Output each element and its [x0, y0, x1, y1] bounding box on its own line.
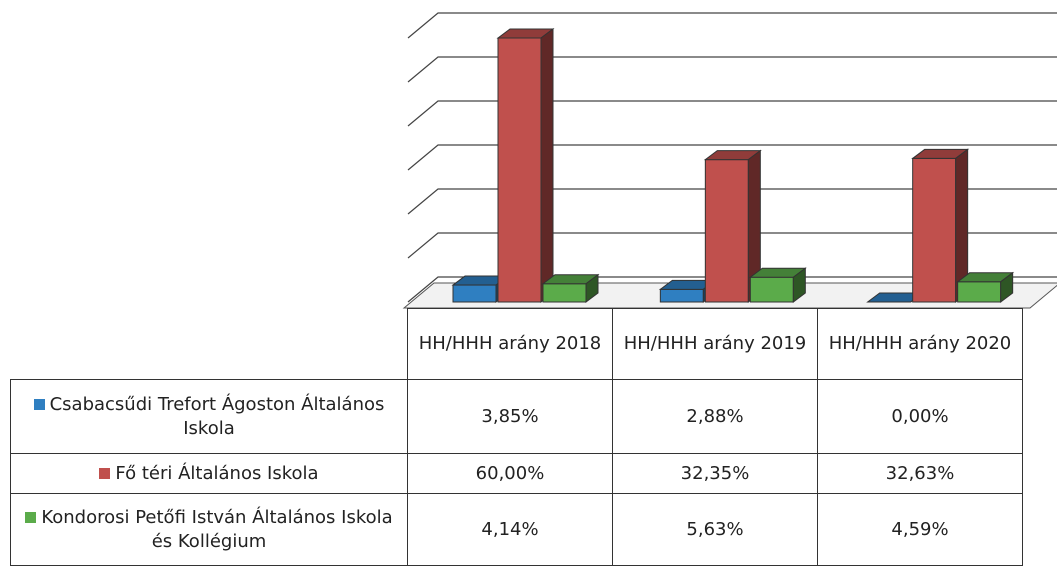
grid-line: [407, 276, 1057, 303]
value-label: 3,85%: [407, 379, 613, 454]
corner: [11, 309, 408, 380]
bar-front: [452, 284, 497, 303]
grid-line: [407, 188, 1057, 215]
value-label: 0,00%: [817, 379, 1023, 454]
value-label: 5,63%: [612, 493, 818, 566]
bar-front: [912, 157, 957, 303]
bar: [541, 273, 600, 303]
bar: [748, 267, 807, 303]
value-label: 4,59%: [817, 493, 1023, 566]
series-row: Fő téri Általános Iskola 60,00% 32,35% 32,6…: [10, 453, 1023, 494]
legend-key: [33, 399, 45, 411]
value-label: 32,35%: [612, 453, 818, 494]
bar: [911, 148, 970, 303]
grid-line: [407, 232, 1057, 259]
legend-key: [25, 512, 37, 524]
series-cell: Kondorosi Petőfi István Általános Iskola…: [10, 493, 408, 566]
chart: [402, 12, 1057, 309]
series-name: Kondorosi Petőfi István Általános Iskola…: [41, 507, 393, 552]
series-name: Csabacsűdi Trefort Ágoston Általános Isk…: [49, 394, 385, 439]
series-cell: Fő téri Általános Iskola: [10, 453, 408, 494]
grid-line: [407, 56, 1057, 83]
value-label: 32,63%: [817, 453, 1023, 494]
data-table: HH/HHH arány 2018 HH/HHH arány 2019 HH/HHH…: [10, 308, 1023, 566]
bar-side: [540, 28, 554, 303]
value-label: 4,14%: [407, 493, 613, 566]
bar-front: [659, 288, 704, 303]
bar-side: [1000, 271, 1014, 303]
bar-front: [957, 281, 1002, 303]
bar: [956, 271, 1015, 303]
category-label: HH/HHH arány 2019: [612, 308, 818, 380]
series-row: Csabacsűdi Trefort Ágoston Általános Isk…: [10, 379, 1023, 454]
bar: [703, 149, 762, 303]
legend-key: [99, 467, 111, 479]
series-cell: Csabacsűdi Trefort Ágoston Általános Isk…: [10, 379, 408, 454]
grid-line: [407, 144, 1057, 171]
bar: [451, 275, 510, 303]
bar-side: [585, 273, 599, 303]
bar-front: [704, 159, 749, 303]
category-label: HH/HHH arány 2020: [817, 308, 1023, 380]
grid-line: [407, 100, 1057, 127]
bar-front: [749, 276, 794, 303]
series-row: Kondorosi Petőfi István Általános Iskola…: [10, 493, 1023, 566]
bar-front: [497, 37, 542, 303]
category-label: HH/HHH arány 2018: [407, 308, 613, 380]
grid-line: [407, 12, 1057, 39]
bar: [496, 28, 555, 303]
value-label: 2,88%: [612, 379, 818, 454]
bar-front: [542, 283, 587, 303]
series-name: Fő téri Általános Iskola: [115, 462, 319, 484]
bar-side: [792, 267, 806, 303]
value-label: 60,00%: [407, 453, 613, 494]
header-row: HH/HHH arány 2018 HH/HHH arány 2019 HH/HHH…: [11, 308, 1023, 380]
